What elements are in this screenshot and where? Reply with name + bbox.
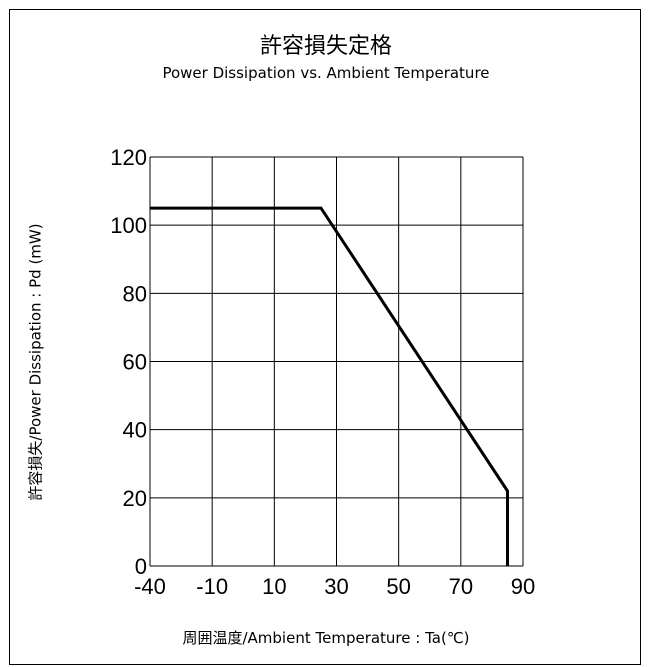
series-line-0 xyxy=(150,206,509,566)
x-tick-label: -10 xyxy=(196,574,228,599)
x-tick-label: 70 xyxy=(449,574,473,599)
y-tick-label: 60 xyxy=(123,350,147,375)
x-axis-label: 周囲温度/Ambient Temperature : Ta(℃) xyxy=(182,629,470,647)
x-tick-label: -40 xyxy=(134,574,166,599)
x-tick-label: 50 xyxy=(386,574,410,599)
y-tick-label: 80 xyxy=(123,281,147,306)
y-tick-label: 120 xyxy=(110,145,147,170)
x-tick-label: 90 xyxy=(511,574,535,599)
x-tick-label: 30 xyxy=(324,574,348,599)
x-ticks: -40 -10 10 30 50 70 90 xyxy=(134,574,535,599)
y-tick-label: 40 xyxy=(123,418,147,443)
series-group xyxy=(150,206,509,566)
x-tick-label: 10 xyxy=(262,574,286,599)
grid xyxy=(149,156,524,567)
chart-title: 許容損失定格 xyxy=(259,34,392,59)
y-ticks: 0 20 40 60 80 100 120 xyxy=(110,145,147,579)
chart-subtitle: Power Dissipation vs. Ambient Temperatur… xyxy=(162,64,490,82)
y-tick-label: 100 xyxy=(110,213,147,238)
y-tick-label: 0 xyxy=(135,554,147,579)
chart-frame xyxy=(9,9,641,665)
y-tick-label: 20 xyxy=(123,486,147,511)
